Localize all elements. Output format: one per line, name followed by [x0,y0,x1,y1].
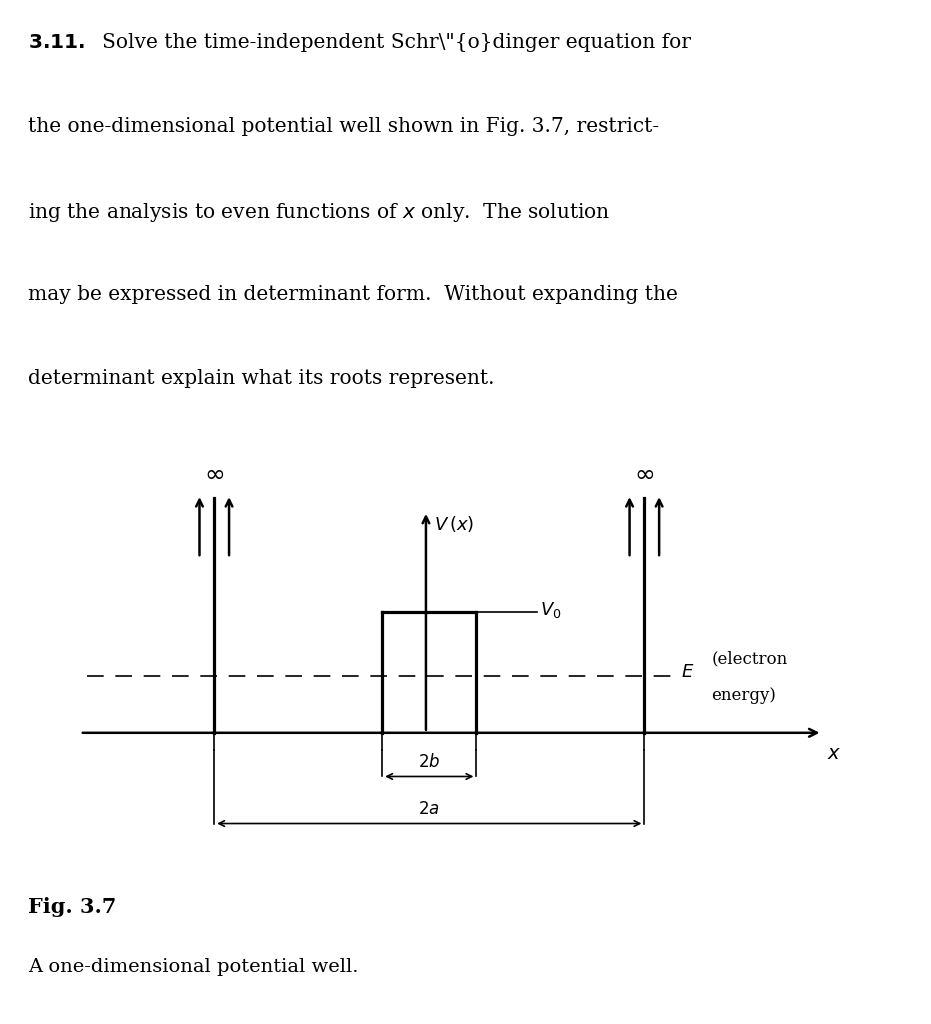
Text: $E$: $E$ [681,664,695,681]
Text: determinant explain what its roots represent.: determinant explain what its roots repre… [28,369,494,388]
Text: $x$: $x$ [827,744,842,763]
Text: Solve the time-independent Schr\"{o}dinger equation for: Solve the time-independent Schr\"{o}ding… [102,34,692,52]
Text: $\infty$: $\infty$ [634,463,654,485]
Text: $\infty$: $\infty$ [204,463,224,485]
Text: A one-dimensional potential well.: A one-dimensional potential well. [28,958,358,977]
Text: energy): energy) [711,687,776,703]
Text: Fig. 3.7: Fig. 3.7 [28,897,116,918]
Text: $\mathbf{3.11.}$: $\mathbf{3.11.}$ [28,34,85,52]
Text: $V_0$: $V_0$ [540,600,561,620]
Text: may be expressed in determinant form.  Without expanding the: may be expressed in determinant form. Wi… [28,285,678,304]
Text: (electron: (electron [711,650,788,668]
Text: $2b$: $2b$ [418,753,440,771]
Text: $V\,(x)$: $V\,(x)$ [434,514,475,535]
Text: the one-dimensional potential well shown in Fig. 3.7, restrict-: the one-dimensional potential well shown… [28,118,659,136]
Text: $2a$: $2a$ [418,801,440,818]
Text: ing the analysis to even functions of $x$ only.  The solution: ing the analysis to even functions of $x… [28,201,611,224]
